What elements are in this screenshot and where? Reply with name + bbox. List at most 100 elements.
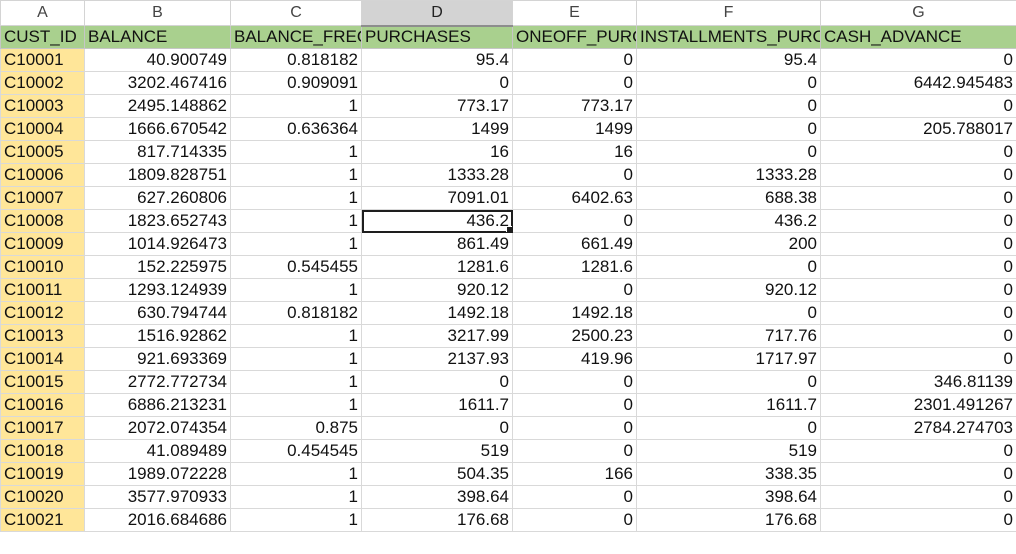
column-header-d[interactable]: D <box>361 0 513 27</box>
data-cell[interactable]: 0 <box>820 48 1016 72</box>
data-cell[interactable]: 1492.18 <box>512 301 637 325</box>
data-cell[interactable]: 2137.93 <box>361 347 513 371</box>
data-cell[interactable]: 0 <box>361 416 513 440</box>
data-cell[interactable]: 2016.684686 <box>84 508 231 532</box>
data-cell[interactable]: 0 <box>636 255 821 279</box>
data-cell[interactable]: 504.35 <box>361 462 513 486</box>
header-cell-d[interactable]: PURCHASES <box>361 25 513 49</box>
active-cell[interactable]: 436.2 <box>361 209 513 233</box>
data-cell[interactable]: 41.089489 <box>84 439 231 463</box>
data-cell[interactable]: 1293.124939 <box>84 278 231 302</box>
header-cell-a[interactable]: CUST_ID <box>0 25 85 49</box>
data-cell[interactable]: 1 <box>230 485 362 509</box>
cust-id-cell[interactable]: C10019 <box>0 462 85 486</box>
data-cell[interactable]: 0 <box>820 324 1016 348</box>
data-cell[interactable]: 861.49 <box>361 232 513 256</box>
cust-id-cell[interactable]: C10020 <box>0 485 85 509</box>
data-cell[interactable]: 0 <box>512 416 637 440</box>
data-cell[interactable]: 0 <box>820 439 1016 463</box>
data-cell[interactable]: 95.4 <box>361 48 513 72</box>
data-cell[interactable]: 0 <box>820 209 1016 233</box>
cust-id-cell[interactable]: C10017 <box>0 416 85 440</box>
data-cell[interactable]: 920.12 <box>361 278 513 302</box>
data-cell[interactable]: 0 <box>820 278 1016 302</box>
column-header-a[interactable]: A <box>0 0 85 26</box>
data-cell[interactable]: 0 <box>512 508 637 532</box>
data-cell[interactable]: 1499 <box>361 117 513 141</box>
data-cell[interactable]: 0 <box>512 163 637 187</box>
data-cell[interactable]: 1823.652743 <box>84 209 231 233</box>
column-header-e[interactable]: E <box>512 0 637 26</box>
cust-id-cell[interactable]: C10018 <box>0 439 85 463</box>
data-cell[interactable]: 1499 <box>512 117 637 141</box>
data-cell[interactable]: 0 <box>361 71 513 95</box>
data-cell[interactable]: 627.260806 <box>84 186 231 210</box>
data-cell[interactable]: 1 <box>230 209 362 233</box>
cust-id-cell[interactable]: C10011 <box>0 278 85 302</box>
data-cell[interactable]: 1281.6 <box>512 255 637 279</box>
data-cell[interactable]: 1 <box>230 347 362 371</box>
data-cell[interactable]: 0 <box>512 71 637 95</box>
data-cell[interactable]: 16 <box>512 140 637 164</box>
data-cell[interactable]: 3577.970933 <box>84 485 231 509</box>
data-cell[interactable]: 0 <box>512 209 637 233</box>
data-cell[interactable]: 0.875 <box>230 416 362 440</box>
cust-id-cell[interactable]: C10007 <box>0 186 85 210</box>
data-cell[interactable]: 205.788017 <box>820 117 1016 141</box>
data-cell[interactable]: 436.2 <box>636 209 821 233</box>
data-cell[interactable]: 2500.23 <box>512 324 637 348</box>
cust-id-cell[interactable]: C10015 <box>0 370 85 394</box>
data-cell[interactable]: 2072.074354 <box>84 416 231 440</box>
data-cell[interactable]: 0 <box>512 48 637 72</box>
cust-id-cell[interactable]: C10005 <box>0 140 85 164</box>
data-cell[interactable]: 1333.28 <box>636 163 821 187</box>
data-cell[interactable]: 0 <box>820 94 1016 118</box>
data-cell[interactable]: 1 <box>230 370 362 394</box>
header-cell-b[interactable]: BALANCE <box>84 25 231 49</box>
data-cell[interactable]: 1809.828751 <box>84 163 231 187</box>
cust-id-cell[interactable]: C10012 <box>0 301 85 325</box>
data-cell[interactable]: 921.693369 <box>84 347 231 371</box>
data-cell[interactable]: 398.64 <box>361 485 513 509</box>
cust-id-cell[interactable]: C10010 <box>0 255 85 279</box>
data-cell[interactable]: 2784.274703 <box>820 416 1016 440</box>
data-cell[interactable]: 630.794744 <box>84 301 231 325</box>
data-cell[interactable]: 1717.97 <box>636 347 821 371</box>
data-cell[interactable]: 0 <box>820 485 1016 509</box>
cust-id-cell[interactable]: C10002 <box>0 71 85 95</box>
data-cell[interactable]: 1 <box>230 462 362 486</box>
header-cell-f[interactable]: INSTALLMENTS_PURCH <box>636 25 821 49</box>
data-cell[interactable]: 0 <box>820 462 1016 486</box>
data-cell[interactable]: 398.64 <box>636 485 821 509</box>
data-cell[interactable]: 166 <box>512 462 637 486</box>
data-cell[interactable]: 0 <box>820 232 1016 256</box>
data-cell[interactable]: 0.545455 <box>230 255 362 279</box>
data-cell[interactable]: 0 <box>636 301 821 325</box>
cust-id-cell[interactable]: C10014 <box>0 347 85 371</box>
data-cell[interactable]: 7091.01 <box>361 186 513 210</box>
data-cell[interactable]: 1 <box>230 232 362 256</box>
data-cell[interactable]: 95.4 <box>636 48 821 72</box>
data-cell[interactable]: 773.17 <box>361 94 513 118</box>
column-header-b[interactable]: B <box>84 0 231 26</box>
data-cell[interactable]: 688.38 <box>636 186 821 210</box>
data-cell[interactable]: 0 <box>512 370 637 394</box>
cust-id-cell[interactable]: C10008 <box>0 209 85 233</box>
data-cell[interactable]: 0 <box>636 140 821 164</box>
data-cell[interactable]: 0 <box>636 416 821 440</box>
cust-id-cell[interactable]: C10009 <box>0 232 85 256</box>
data-cell[interactable]: 1 <box>230 278 362 302</box>
data-cell[interactable]: 773.17 <box>512 94 637 118</box>
data-cell[interactable]: 0 <box>820 347 1016 371</box>
data-cell[interactable]: 338.35 <box>636 462 821 486</box>
data-cell[interactable]: 0 <box>361 370 513 394</box>
data-cell[interactable]: 0 <box>820 255 1016 279</box>
data-cell[interactable]: 1666.670542 <box>84 117 231 141</box>
column-header-g[interactable]: G <box>820 0 1016 26</box>
data-cell[interactable]: 519 <box>361 439 513 463</box>
data-cell[interactable]: 0 <box>820 508 1016 532</box>
column-header-c[interactable]: C <box>230 0 362 26</box>
data-cell[interactable]: 0.454545 <box>230 439 362 463</box>
cust-id-cell[interactable]: C10006 <box>0 163 85 187</box>
data-cell[interactable]: 0 <box>820 140 1016 164</box>
